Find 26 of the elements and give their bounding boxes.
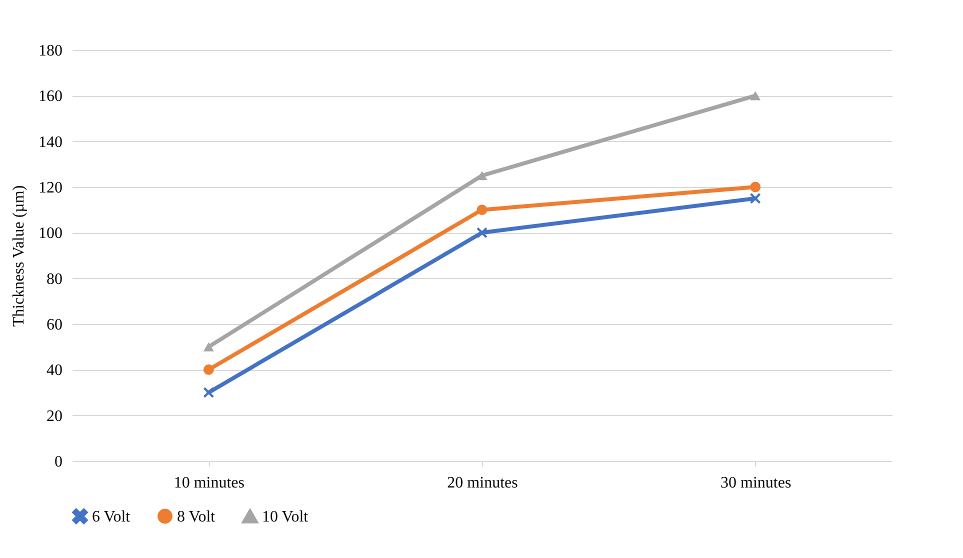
point xyxy=(203,387,214,398)
point xyxy=(750,91,761,100)
y-tick-label: 100 xyxy=(38,225,62,242)
x-tick-label: 20 minutes xyxy=(447,474,518,492)
point xyxy=(476,227,488,238)
point xyxy=(476,204,488,216)
point xyxy=(203,364,214,375)
y-tick-label: 160 xyxy=(38,88,62,106)
y-tick-label: 60 xyxy=(46,316,62,334)
point xyxy=(750,182,761,192)
point xyxy=(476,171,488,180)
y-tick-label: 80 xyxy=(46,270,62,288)
point xyxy=(750,193,761,204)
point xyxy=(203,342,214,352)
y-tick-label: 20 xyxy=(46,408,62,425)
y-tick-label: 120 xyxy=(38,180,62,196)
y-tick-label: 180 xyxy=(38,42,62,60)
y-tick-label: 0 xyxy=(54,454,62,470)
y-tick-label: 40 xyxy=(46,362,62,380)
legend-label: 6 Volt xyxy=(92,508,131,526)
y-tick-label: 140 xyxy=(38,134,62,151)
legend-label: 10 Volt xyxy=(262,508,309,526)
y-axis-title: Thickness Value (µm) xyxy=(10,185,28,327)
x-tick-label: 10 minutes xyxy=(174,474,245,492)
legend-label: 8 Volt xyxy=(177,508,216,526)
x-tick-label: 30 minutes xyxy=(720,474,792,492)
